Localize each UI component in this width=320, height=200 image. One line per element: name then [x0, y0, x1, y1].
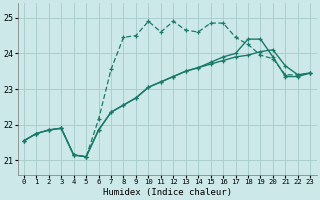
- X-axis label: Humidex (Indice chaleur): Humidex (Indice chaleur): [103, 188, 232, 197]
